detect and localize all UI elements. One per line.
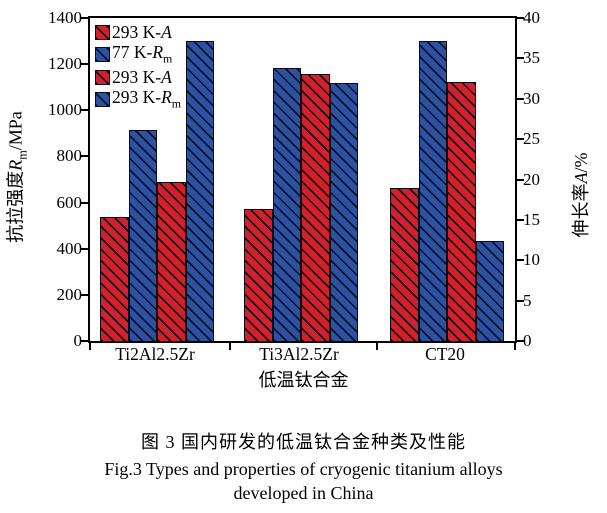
- y-left-tick: [81, 109, 88, 112]
- y-left-tick: [81, 340, 88, 342]
- y-left-tick-label: 0: [73, 331, 83, 350]
- y-right-tick: [517, 138, 524, 141]
- y-left-tick: [81, 63, 88, 66]
- legend-label: 293 K-A: [112, 22, 172, 43]
- plot-area: 0 200 400 600 800 1000 1200 1400 0 5 10 15 20 25 30 35 4…: [48, 9, 540, 350]
- x-category-label: Ti3Al2.5Zr: [259, 344, 339, 364]
- bar-CT20-293 K-A: [390, 187, 419, 341]
- y-left-tick: [81, 247, 88, 250]
- y-left-tick-label: 1200: [48, 54, 82, 74]
- legend-label: 293 K-Rm: [112, 86, 182, 111]
- y-left-tick-label: 400: [56, 238, 83, 258]
- legend: 293 K-A 77 K-Rm 293 K-A 293 K-Rm: [95, 21, 181, 111]
- y-axis-title-left: 抗拉强度Rm/MPa: [2, 111, 31, 243]
- bar-Ti2Al2.5Zr-293 K-A: [157, 181, 186, 341]
- x-axis-tick: [89, 343, 91, 350]
- bar-Ti2Al2.5Zr-77 K-Rm: [128, 129, 157, 341]
- y-axis-title-right: 伸长率A/%: [567, 153, 593, 238]
- bar-Ti3Al2.5Zr-293 K-A: [244, 209, 273, 341]
- y-right-tick: [517, 299, 524, 302]
- y-left-tick-label: 800: [56, 146, 83, 166]
- legend-item: 293 K-A: [95, 21, 181, 44]
- y-right-tick-label: 30: [523, 88, 540, 108]
- x-category-label: CT20: [425, 344, 465, 364]
- y-left-tick: [81, 293, 88, 296]
- x-axis-tick: [376, 343, 378, 350]
- y-right-tick-label: 25: [523, 129, 540, 149]
- legend-item: 293 K-A: [95, 66, 181, 89]
- bar-Ti3Al2.5Zr-293 K-Rm: [329, 82, 358, 341]
- bar-Ti2Al2.5Zr-293 K-A: [100, 217, 129, 341]
- y-left-title-text: 抗拉强度: [5, 170, 26, 243]
- y-right-tick: [517, 340, 524, 342]
- y-left-title-symbol: R: [5, 159, 26, 171]
- y-right-tick: [517, 218, 524, 221]
- caption-english-line1: Fig.3 Types and properties of cryogenic …: [104, 459, 503, 479]
- legend-label: 77 K-Rm: [112, 41, 173, 66]
- y-left-tick: [81, 201, 88, 204]
- y-right-tick-label: 20: [523, 169, 540, 189]
- y-right-tick-label: 5: [523, 290, 532, 310]
- caption-english-line2: developed in China: [233, 483, 374, 503]
- legend-swatch-icon: [95, 69, 110, 85]
- bar-Ti3Al2.5Zr-77 K-Rm: [272, 67, 301, 341]
- bar-CT20-77 K-Rm: [418, 41, 447, 341]
- y-right-tick-label: 40: [523, 8, 540, 27]
- y-right-tick-label: 35: [523, 48, 540, 68]
- legend-label: 293 K-A: [112, 67, 172, 88]
- bar-Ti2Al2.5Zr-293 K-Rm: [185, 41, 214, 341]
- legend-item: 293 K-Rm: [95, 86, 182, 112]
- y-right-tick-label: 10: [523, 250, 540, 270]
- y-left-tick: [81, 17, 88, 19]
- legend-item: 77 K-Rm: [95, 41, 181, 67]
- y-left-tick-label: 1000: [48, 100, 82, 120]
- y-right-tick: [517, 178, 524, 181]
- y-left-tick-label: 200: [56, 284, 83, 304]
- x-category-label: Ti2Al2.5Zr: [115, 344, 195, 364]
- y-right-title-symbol: A: [571, 172, 591, 184]
- legend-swatch-icon: [95, 47, 110, 63]
- y-left-tick: [81, 155, 88, 158]
- bar-CT20-293 K-A: [447, 81, 476, 341]
- x-axis-tick: [514, 343, 516, 350]
- legend-swatch-icon: [95, 92, 110, 108]
- y-right-title-unit: /%: [571, 152, 591, 173]
- x-axis-title: 低温钛合金: [258, 370, 349, 390]
- bar-Ti3Al2.5Zr-293 K-A: [301, 73, 330, 341]
- x-axis-tick: [229, 343, 231, 350]
- y-right-tick-label: 0: [523, 331, 532, 350]
- caption-chinese: 图 3 国内研发的低温钛合金种类及性能: [141, 432, 466, 452]
- y-right-tick: [517, 17, 524, 19]
- y-right-title-text: 伸长率: [571, 183, 591, 238]
- y-right-tick-label: 15: [523, 209, 540, 229]
- y-left-title-symbol-sub: m: [15, 150, 30, 160]
- y-right-tick: [517, 57, 524, 60]
- y-left-tick-label: 1400: [48, 8, 82, 27]
- legend-swatch-icon: [95, 24, 110, 40]
- bar-CT20-293 K-Rm: [475, 240, 504, 341]
- y-left-tick-label: 600: [56, 192, 83, 212]
- y-left-title-unit: /MPa: [5, 111, 26, 151]
- y-right-tick: [517, 259, 524, 262]
- y-right-tick: [517, 97, 524, 100]
